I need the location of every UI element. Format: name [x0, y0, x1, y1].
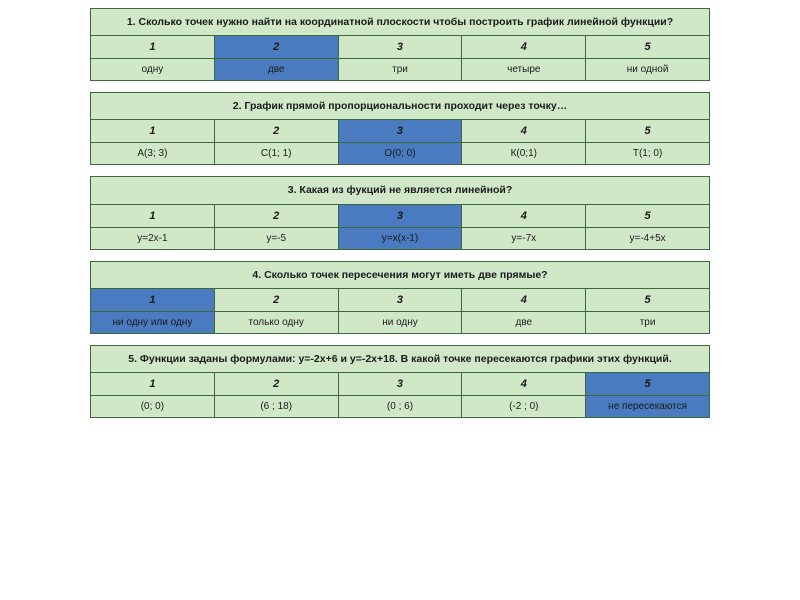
number-row: 1 2 3 4 5	[91, 372, 710, 395]
question-prompt: 4. Сколько точек пересечения могут иметь…	[91, 261, 710, 288]
option-number: 4	[462, 204, 586, 227]
option-answer: (6 ; 18)	[214, 395, 338, 417]
question-prompt: 3. Какая из фукций не является линейной?	[91, 177, 710, 204]
option-number: 3	[338, 120, 462, 143]
option-answer: две	[462, 311, 586, 333]
option-answer: y=x(x-1)	[338, 227, 462, 249]
option-number: 5	[586, 288, 710, 311]
option-answer: ни одну или одну	[91, 311, 215, 333]
answer-row: y=2x-1 y=-5 y=x(x-1) y=-7x y=-4+5x	[91, 227, 710, 249]
option-answer: (0; 0)	[91, 395, 215, 417]
option-number: 5	[586, 372, 710, 395]
option-answer: ни одной	[586, 59, 710, 81]
option-answer: четыре	[462, 59, 586, 81]
option-answer: три	[338, 59, 462, 81]
option-number: 3	[338, 204, 462, 227]
option-number: 3	[338, 288, 462, 311]
option-answer: три	[586, 311, 710, 333]
option-answer: только одну	[214, 311, 338, 333]
option-number: 3	[338, 36, 462, 59]
option-number: 5	[586, 120, 710, 143]
option-answer: y=-4+5x	[586, 227, 710, 249]
option-number: 4	[462, 36, 586, 59]
number-row: 1 2 3 4 5	[91, 120, 710, 143]
number-row: 1 2 3 4 5	[91, 288, 710, 311]
option-answer: две	[214, 59, 338, 81]
option-answer: одну	[91, 59, 215, 81]
option-number: 1	[91, 36, 215, 59]
option-number: 5	[586, 204, 710, 227]
option-answer: y=2x-1	[91, 227, 215, 249]
option-number: 1	[91, 288, 215, 311]
option-number: 2	[214, 372, 338, 395]
option-answer: не пересекаются	[586, 395, 710, 417]
option-number: 2	[214, 204, 338, 227]
question-row: 3. Какая из фукций не является линейной?	[91, 177, 710, 204]
option-number: 1	[91, 372, 215, 395]
answer-row: ни одну или одну только одну ни одну две…	[91, 311, 710, 333]
option-answer: К(0;1)	[462, 143, 586, 165]
option-answer: С(1; 1)	[214, 143, 338, 165]
option-number: 1	[91, 204, 215, 227]
option-answer: О(0; 0)	[338, 143, 462, 165]
number-row: 1 2 3 4 5	[91, 36, 710, 59]
option-number: 4	[462, 288, 586, 311]
option-answer: ни одну	[338, 311, 462, 333]
option-answer: (-2 ; 0)	[462, 395, 586, 417]
question-prompt: 5. Функции заданы формулами: y=-2x+6 и y…	[91, 345, 710, 372]
option-number: 2	[214, 288, 338, 311]
option-answer: Т(1; 0)	[586, 143, 710, 165]
option-number: 4	[462, 120, 586, 143]
option-number: 2	[214, 120, 338, 143]
option-answer: (0 ; 6)	[338, 395, 462, 417]
question-prompt: 1. Сколько точек нужно найти на координа…	[91, 9, 710, 36]
option-number: 1	[91, 120, 215, 143]
option-number: 3	[338, 372, 462, 395]
question-row: 4. Сколько точек пересечения могут иметь…	[91, 261, 710, 288]
option-number: 2	[214, 36, 338, 59]
quiz-table: 1. Сколько точек нужно найти на координа…	[90, 8, 710, 418]
number-row: 1 2 3 4 5	[91, 204, 710, 227]
question-row: 5. Функции заданы формулами: y=-2x+6 и y…	[91, 345, 710, 372]
question-row: 1. Сколько точек нужно найти на координа…	[91, 9, 710, 36]
option-answer: y=-7x	[462, 227, 586, 249]
answer-row: А(3; 3) С(1; 1) О(0; 0) К(0;1) Т(1; 0)	[91, 143, 710, 165]
option-answer: y=-5	[214, 227, 338, 249]
question-prompt: 2. График прямой пропорциональности прох…	[91, 93, 710, 120]
option-number: 5	[586, 36, 710, 59]
question-row: 2. График прямой пропорциональности прох…	[91, 93, 710, 120]
option-answer: А(3; 3)	[91, 143, 215, 165]
answer-row: одну две три четыре ни одной	[91, 59, 710, 81]
option-number: 4	[462, 372, 586, 395]
answer-row: (0; 0) (6 ; 18) (0 ; 6) (-2 ; 0) не пере…	[91, 395, 710, 417]
